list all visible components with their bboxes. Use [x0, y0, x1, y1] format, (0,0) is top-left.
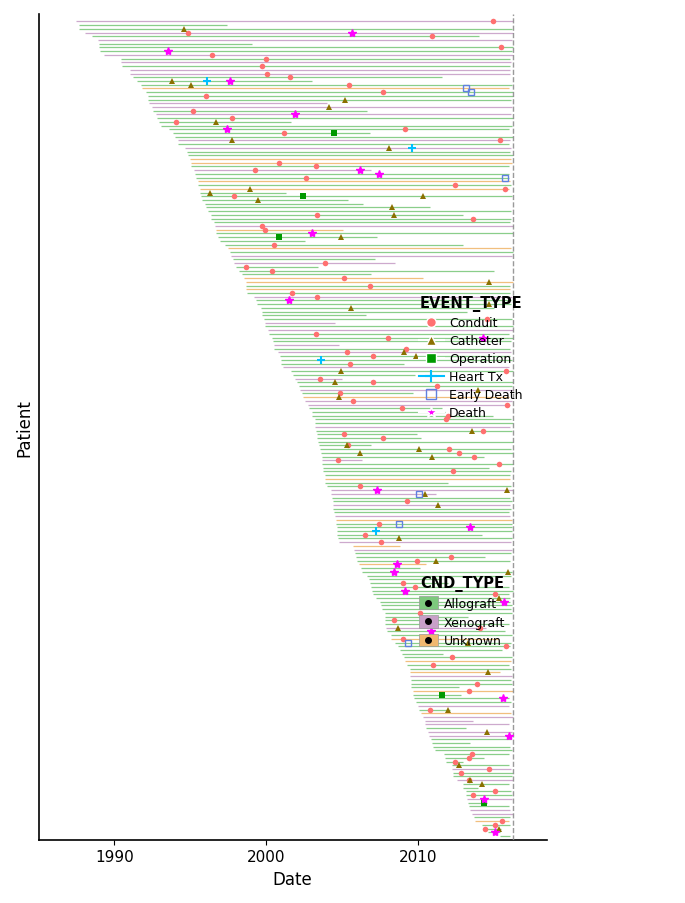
- Legend: Allograft, Xenograft, Unknown: Allograft, Xenograft, Unknown: [414, 571, 510, 652]
- X-axis label: Date: Date: [273, 870, 312, 888]
- Y-axis label: Patient: Patient: [15, 398, 33, 456]
